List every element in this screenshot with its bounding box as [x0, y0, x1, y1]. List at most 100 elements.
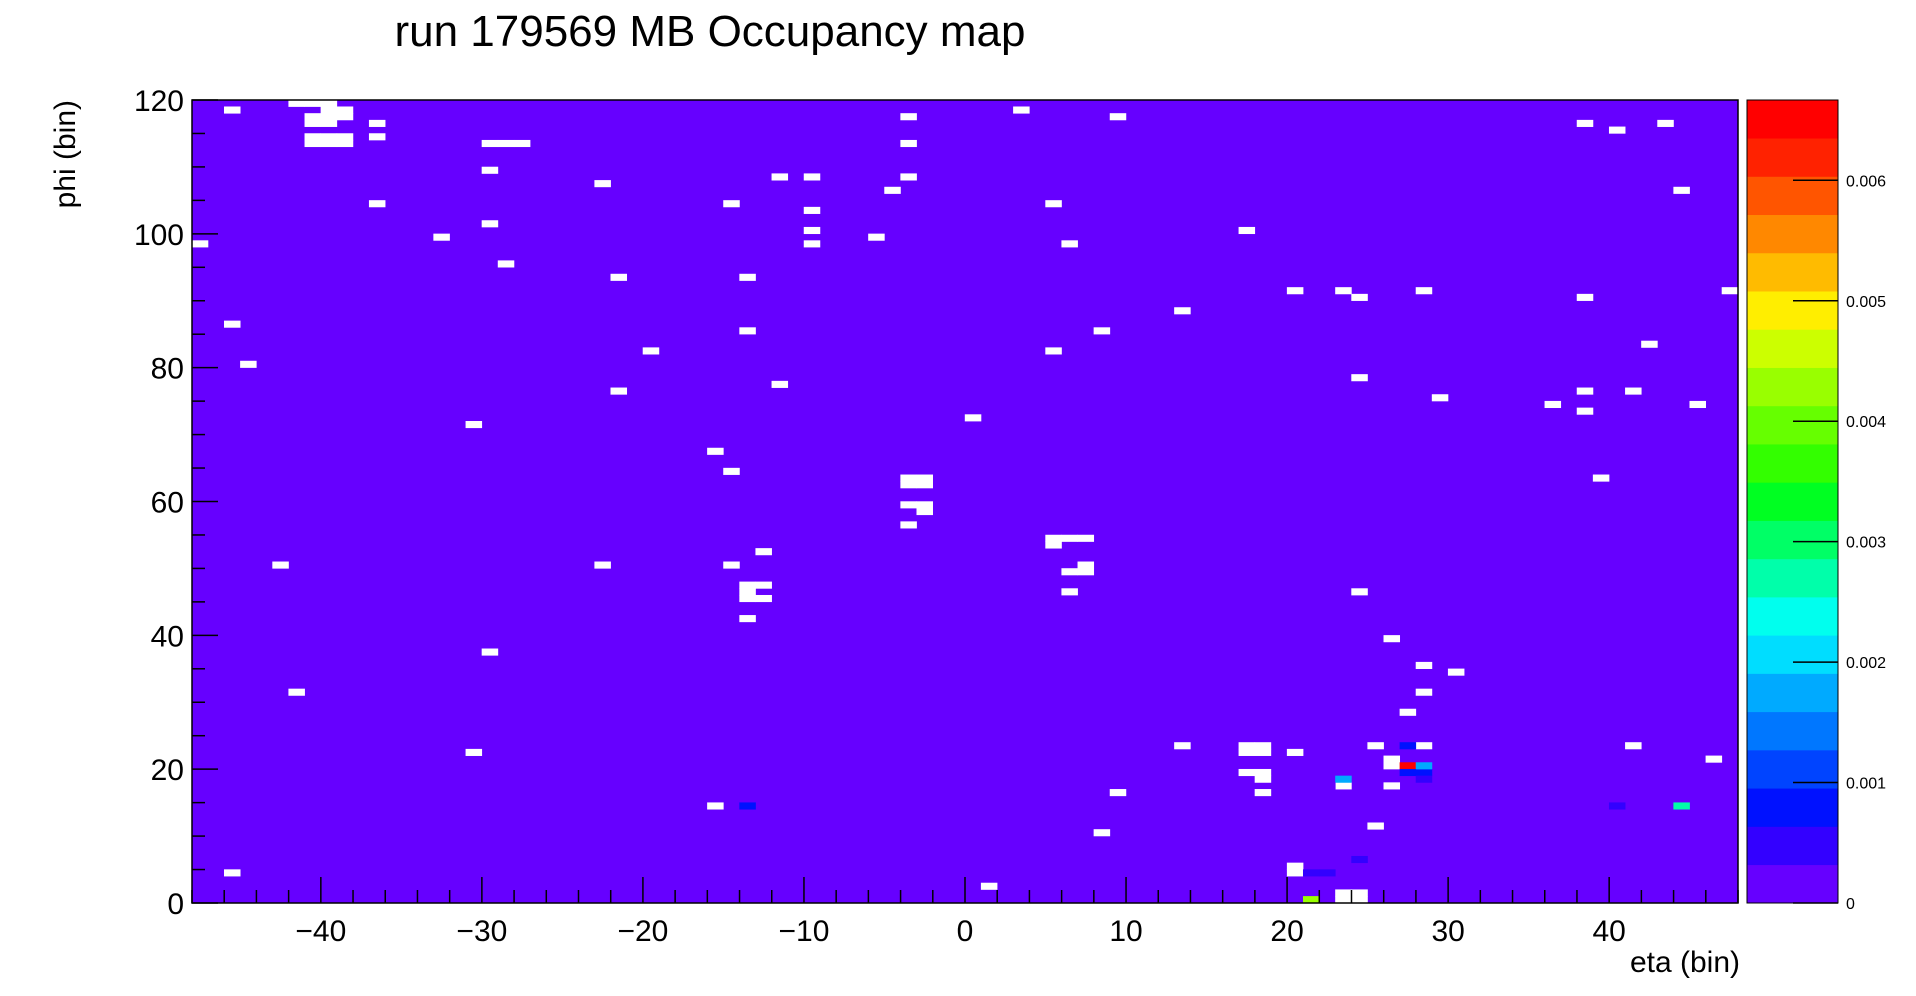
y-tick-label: 60 — [151, 487, 184, 520]
heatmap-cell-empty — [1335, 782, 1352, 790]
heatmap-cell-empty — [1077, 561, 1095, 569]
heatmap-cell-empty — [1737, 742, 1755, 750]
heatmap-cell-empty — [803, 226, 821, 235]
heatmap-cell-empty — [900, 481, 917, 489]
heatmap-cell-empty — [320, 133, 338, 141]
heatmap-cell-empty — [1061, 588, 1078, 596]
heatmap-cell-empty — [1576, 387, 1594, 395]
heatmap-cell-empty — [900, 173, 917, 181]
heatmap-cell-empty — [1351, 889, 1368, 897]
heatmap-cell-empty — [1254, 742, 1272, 750]
heatmap-cell-empty — [1061, 568, 1078, 576]
heatmap-cell-empty — [1415, 287, 1433, 295]
palette-swatch — [1747, 290, 1838, 330]
heatmap-cell-empty — [868, 233, 885, 241]
y-tick-label: 120 — [134, 85, 184, 118]
palette-swatch — [1747, 787, 1838, 827]
heatmap-cell-empty — [1335, 896, 1352, 904]
heatmap-cell-empty — [1576, 293, 1594, 301]
heatmap-cell — [1415, 768, 1433, 777]
y-tick-label: 80 — [151, 353, 184, 386]
heatmap-cell-empty — [1335, 287, 1352, 295]
heatmap-cell-empty — [497, 260, 515, 268]
heatmap-cell-empty — [1689, 400, 1706, 409]
heatmap-cell-empty — [723, 467, 740, 475]
heatmap-cell-empty — [368, 119, 386, 127]
palette-swatch — [1747, 367, 1838, 407]
heatmap-cell-empty — [884, 186, 901, 194]
heatmap-cell-empty — [1254, 768, 1272, 777]
heatmap-cell-empty — [1335, 889, 1352, 897]
palette-tick-label: 0.003 — [1846, 535, 1886, 552]
heatmap-cell-empty — [1254, 775, 1272, 783]
heatmap-cell-empty — [916, 501, 933, 509]
heatmap-cell-empty — [1254, 789, 1272, 797]
heatmap-cell-empty — [304, 139, 322, 148]
heatmap-cell-empty — [1383, 755, 1401, 763]
heatmap-cell-empty — [739, 615, 756, 623]
x-axis-label: eta (bin) — [1630, 946, 1740, 979]
heatmap-cell-empty — [1238, 226, 1256, 235]
palette-swatch — [1747, 711, 1838, 751]
heatmap-cell-empty — [1238, 742, 1256, 750]
heatmap-cell-empty — [336, 106, 354, 114]
heatmap-cell-empty — [1061, 240, 1078, 248]
heatmap-cell-empty — [1576, 119, 1594, 127]
heatmap-cell-empty — [336, 133, 354, 141]
heatmap-cell-empty — [1045, 534, 1062, 542]
x-tick-label: −30 — [456, 915, 507, 948]
heatmap-cell-empty — [497, 139, 515, 148]
heatmap-cell-empty — [1045, 347, 1062, 355]
heatmap-cell-empty — [320, 139, 338, 148]
x-tick-label: −20 — [617, 915, 668, 948]
palette-frame — [1746, 99, 1839, 904]
heatmap-cell — [1399, 762, 1417, 770]
heatmap-cell-empty — [433, 233, 450, 241]
heatmap-cell-empty — [465, 421, 483, 429]
heatmap-cell-empty — [513, 139, 531, 148]
heatmap-cell-empty — [739, 273, 756, 281]
x-tick-label: −10 — [779, 915, 830, 948]
palette-swatch — [1747, 214, 1838, 254]
heatmap-cell-empty — [610, 387, 628, 395]
heatmap-cell-empty — [224, 320, 241, 328]
heatmap-cell — [1302, 896, 1320, 904]
heatmap-cell-empty — [1351, 588, 1368, 596]
palette-swatch — [1747, 443, 1838, 483]
heatmap-cell-empty — [224, 869, 241, 877]
heatmap-cell-empty — [771, 380, 789, 388]
heatmap-cell-empty — [481, 648, 499, 656]
heatmap-cell-empty — [916, 507, 933, 516]
heatmap-cell-empty — [739, 581, 756, 589]
y-tick-label: 20 — [151, 754, 184, 787]
axes: −40 −30 −20 −10 0 10 20 30 40 0 20 40 60 80 100 120 — [134, 85, 1739, 948]
heatmap-cell-empty — [1399, 708, 1417, 716]
palette-swatch — [1747, 520, 1838, 560]
heatmap-cell-empty — [1045, 541, 1062, 549]
heatmap-cell-empty — [1673, 186, 1690, 194]
heatmap-cell-empty — [288, 688, 305, 696]
heatmap-cell-empty — [916, 474, 933, 482]
palette-tick-label: 0.004 — [1846, 414, 1886, 431]
heatmap-cell-empty — [1641, 340, 1658, 348]
palette-swatch — [1747, 176, 1838, 216]
heatmap-cell-empty — [1077, 534, 1095, 542]
heatmap-background — [192, 100, 1738, 903]
y-tick-label: 100 — [134, 219, 184, 252]
heatmap-cell-empty — [723, 561, 740, 569]
heatmap-cell-empty — [288, 99, 305, 107]
palette-swatch — [1747, 137, 1838, 177]
y-axis-label: phi (bin) — [49, 100, 82, 208]
heatmap-cell-empty — [320, 106, 338, 114]
heatmap-cell-empty — [900, 113, 917, 121]
x-tick-label: 10 — [1109, 915, 1142, 948]
palette-swatch — [1747, 252, 1838, 292]
heatmap-cell-empty — [465, 748, 483, 756]
heatmap-cell-empty — [320, 99, 338, 107]
heatmap-cell-empty — [320, 113, 338, 121]
heatmap-cell — [1351, 855, 1368, 864]
heatmap-cell-empty — [1045, 200, 1062, 208]
heatmap-cell-empty — [1093, 829, 1111, 837]
plot-area — [191, 99, 1755, 904]
heatmap-cell-empty — [481, 166, 499, 174]
